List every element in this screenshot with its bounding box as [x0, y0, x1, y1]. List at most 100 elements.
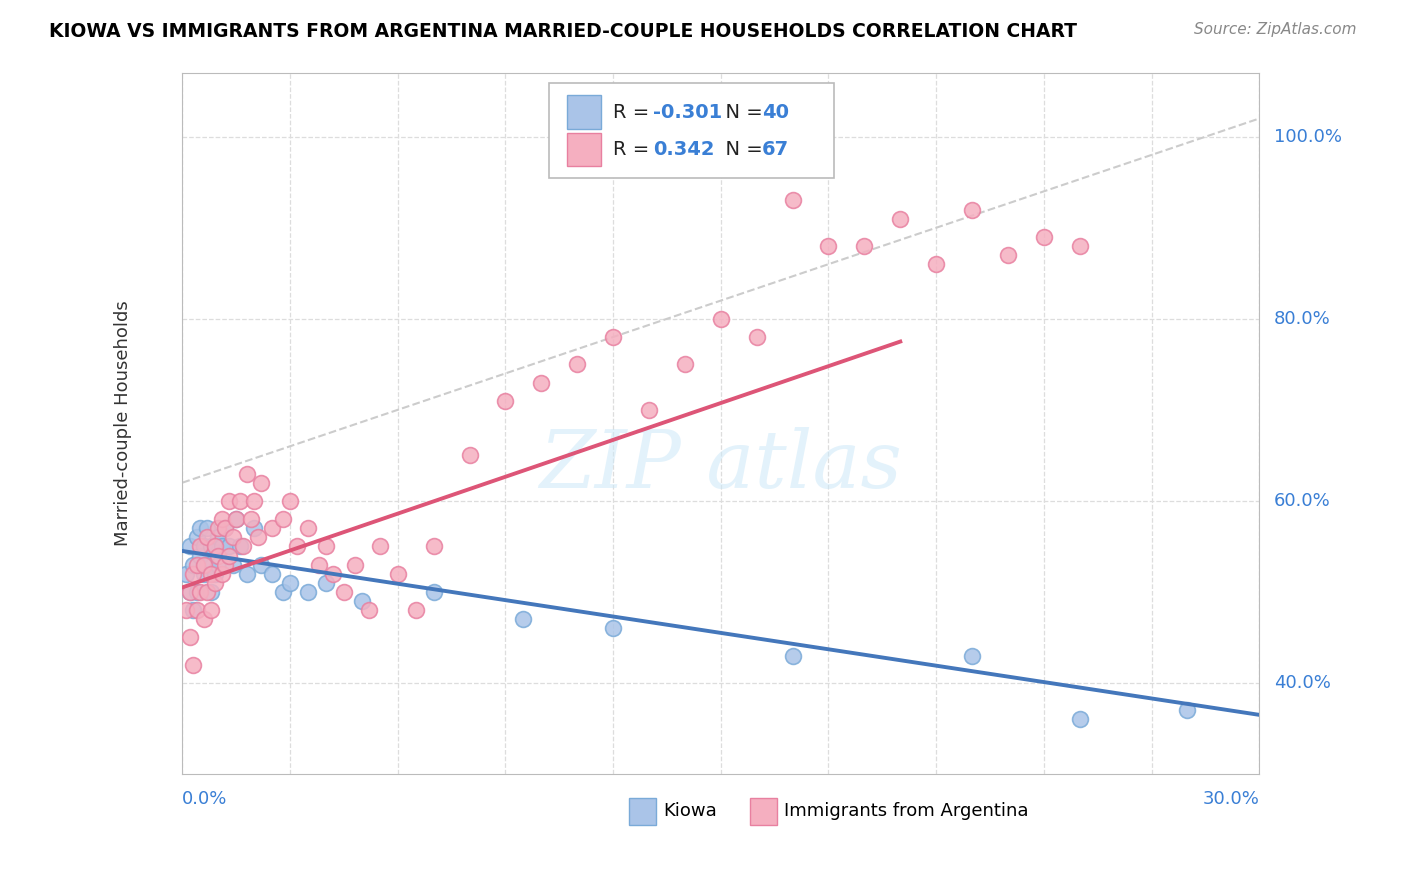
Point — [602, 330, 624, 344]
Point — [458, 449, 481, 463]
Text: 67: 67 — [762, 140, 789, 159]
Point — [333, 585, 356, 599]
Text: ZIP atlas: ZIP atlas — [540, 426, 903, 504]
Point — [236, 566, 259, 581]
Text: 0.0%: 0.0% — [183, 790, 228, 808]
FancyBboxPatch shape — [567, 95, 602, 129]
Text: Married-couple Households: Married-couple Households — [114, 301, 132, 547]
Text: -0.301: -0.301 — [652, 103, 723, 121]
Point — [997, 248, 1019, 262]
Point — [188, 540, 211, 554]
Point — [250, 558, 273, 572]
Point — [315, 540, 337, 554]
Point — [200, 540, 222, 554]
Point — [211, 566, 233, 581]
Text: 100.0%: 100.0% — [1274, 128, 1341, 145]
Point — [200, 603, 222, 617]
Point — [200, 585, 222, 599]
Text: 40.0%: 40.0% — [1274, 674, 1330, 692]
Point — [204, 566, 226, 581]
Text: 30.0%: 30.0% — [1202, 790, 1260, 808]
Point — [181, 566, 204, 581]
Point — [229, 494, 252, 508]
Point — [225, 512, 247, 526]
Text: Source: ZipAtlas.com: Source: ZipAtlas.com — [1194, 22, 1357, 37]
Point — [960, 648, 983, 663]
Text: Immigrants from Argentina: Immigrants from Argentina — [785, 802, 1029, 820]
Point — [200, 566, 222, 581]
Point — [207, 521, 229, 535]
Point — [204, 575, 226, 590]
Point — [387, 566, 409, 581]
Point — [567, 357, 589, 371]
Point — [782, 194, 804, 208]
Point — [181, 657, 204, 672]
Point — [221, 530, 243, 544]
Point — [638, 402, 661, 417]
Point — [193, 612, 215, 626]
Point — [422, 585, 444, 599]
Point — [322, 566, 344, 581]
Point — [262, 521, 284, 535]
Point — [188, 585, 211, 599]
Point — [239, 512, 262, 526]
Point — [214, 558, 236, 572]
Point — [197, 521, 219, 535]
Point — [232, 540, 254, 554]
Point — [925, 257, 948, 271]
Point — [1069, 713, 1091, 727]
Point — [297, 585, 319, 599]
Point — [853, 239, 876, 253]
Point — [710, 311, 733, 326]
Point — [181, 603, 204, 617]
Point — [262, 566, 284, 581]
Point — [179, 585, 201, 599]
Point — [211, 512, 233, 526]
Point — [211, 540, 233, 554]
Point — [188, 549, 211, 563]
Point — [315, 575, 337, 590]
Point — [188, 521, 211, 535]
Point — [221, 558, 243, 572]
Point — [186, 585, 208, 599]
Point — [186, 558, 208, 572]
Point — [297, 521, 319, 535]
Point — [197, 558, 219, 572]
Point — [174, 566, 197, 581]
Text: 60.0%: 60.0% — [1274, 491, 1330, 510]
Point — [278, 575, 301, 590]
Point — [246, 530, 269, 544]
Point — [243, 521, 266, 535]
Point — [278, 494, 301, 508]
Point — [422, 540, 444, 554]
Point — [218, 494, 240, 508]
Point — [218, 540, 240, 554]
Point — [207, 530, 229, 544]
Point — [285, 540, 308, 554]
Point — [214, 521, 236, 535]
Point — [271, 585, 294, 599]
Text: N =: N = — [713, 140, 769, 159]
Text: KIOWA VS IMMIGRANTS FROM ARGENTINA MARRIED-COUPLE HOUSEHOLDS CORRELATION CHART: KIOWA VS IMMIGRANTS FROM ARGENTINA MARRI… — [49, 22, 1077, 41]
Point — [193, 540, 215, 554]
FancyBboxPatch shape — [548, 84, 834, 178]
Point — [308, 558, 330, 572]
Point — [343, 558, 366, 572]
Text: 40: 40 — [762, 103, 789, 121]
Point — [368, 540, 391, 554]
Point — [357, 603, 380, 617]
Point — [207, 549, 229, 563]
Point — [204, 540, 226, 554]
Point — [889, 211, 911, 226]
Text: 0.342: 0.342 — [652, 140, 714, 159]
Text: Kiowa: Kiowa — [664, 802, 717, 820]
Text: R =: R = — [613, 103, 655, 121]
Point — [405, 603, 427, 617]
Point — [229, 540, 252, 554]
Point — [673, 357, 696, 371]
Point — [197, 530, 219, 544]
Point — [1177, 703, 1199, 717]
Point — [186, 530, 208, 544]
Point — [1069, 239, 1091, 253]
Point — [193, 566, 215, 581]
